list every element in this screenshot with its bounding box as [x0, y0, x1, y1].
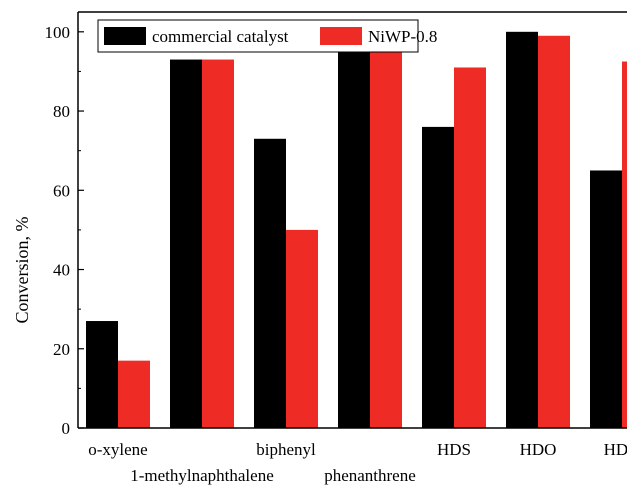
x-category-label: phenanthrene: [324, 466, 416, 485]
bar-commercial-catalyst-phenanthrene: [338, 47, 370, 429]
y-tick-label-20: 20: [53, 340, 70, 359]
x-category-label: biphenyl: [256, 440, 316, 459]
legend-box: [97, 19, 419, 53]
axes: 0 20 40 60 80 100 o-xylene 1-methylnaphthalene b…: [45, 11, 627, 485]
x-category-label: HDN: [604, 440, 627, 459]
bar-commercial-catalyst-1-methylnaphthalene: [170, 59, 202, 429]
legend-swatch-commercial-catalyst: [104, 27, 146, 45]
legend-label-niwp-0-8: NiWP-0.8: [368, 27, 437, 46]
y-tick-label-0: 0: [62, 419, 71, 438]
bar-commercial-catalyst-biphenyl: [254, 138, 286, 428]
bars: [86, 31, 627, 429]
x-category-label: HDO: [520, 440, 557, 459]
bar-niwp-0-8-phenanthrene: [370, 49, 402, 429]
legend-label-commercial-catalyst: commercial catalyst: [152, 27, 289, 46]
y-tick-label-40: 40: [53, 261, 70, 280]
y-tick-label-60: 60: [53, 181, 70, 200]
x-category-label: HDS: [437, 440, 471, 459]
bar-niwp-0-8-hds: [454, 67, 486, 428]
x-category-label: o-xylene: [88, 440, 147, 459]
y-tick-label-100: 100: [45, 23, 71, 42]
bar-niwp-0-8-hdn: [622, 61, 627, 429]
bar-niwp-0-8-hdo: [538, 35, 570, 429]
bar-commercial-catalyst-o-xylene: [86, 321, 118, 428]
y-axis-title: Conversion, %: [12, 217, 32, 324]
bar-niwp-0-8-1-methylnaphthalene: [202, 59, 234, 429]
legend: commercial catalyst NiWP-0.8: [97, 19, 437, 53]
x-category-label: 1-methylnaphthalene: [130, 466, 274, 485]
bar-commercial-catalyst-hdn: [590, 170, 622, 428]
y-tick-label-80: 80: [53, 102, 70, 121]
legend-swatch-niwp-0-8: [320, 27, 362, 45]
bar-commercial-catalyst-hdo: [506, 31, 538, 429]
bar-commercial-catalyst-hds: [422, 126, 454, 429]
bar-niwp-0-8-biphenyl: [286, 229, 318, 428]
bar-niwp-0-8-o-xylene: [118, 360, 150, 428]
